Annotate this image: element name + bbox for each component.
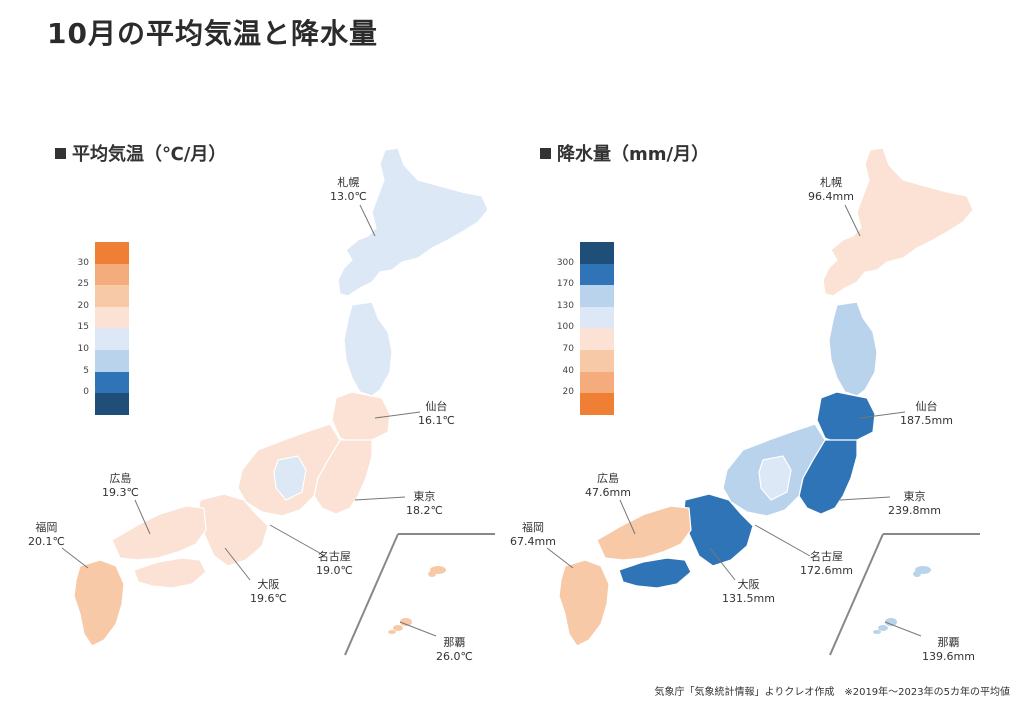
city-label-hiroshima: 広島 19.3℃: [102, 472, 139, 499]
legend-swatch: [580, 349, 614, 372]
legend-swatch: [580, 242, 614, 264]
region-okinawa: [393, 625, 403, 631]
legend-label: 20: [77, 300, 89, 311]
temperature-map: [73, 147, 489, 647]
legend-label: 30: [77, 257, 89, 268]
legend-swatch: [95, 349, 129, 372]
legend-label: 10: [77, 344, 89, 354]
region-chubu_mountain: [273, 455, 307, 501]
region-okinawa: [400, 618, 412, 626]
legend-swatch: [95, 242, 129, 264]
region-okinawa: [913, 571, 921, 577]
okinawa-inset-left: [344, 533, 495, 656]
region-hokkaido: [337, 147, 489, 297]
legend-swatch: [580, 393, 614, 415]
region-okinawa: [388, 630, 396, 634]
city-label-sapporo: 札幌 13.0℃: [330, 176, 367, 203]
legend-label: 100: [556, 322, 574, 333]
legend-swatch: [95, 371, 129, 394]
city-label-nagoya: 名古屋 172.6mm: [800, 550, 853, 577]
city-label-naha: 那覇 26.0℃: [436, 636, 473, 663]
legend-swatch: [580, 328, 614, 350]
legend-label: 0: [83, 387, 89, 398]
legend-label: 300: [556, 257, 574, 268]
city-label-fukuoka: 福岡 20.1℃: [28, 521, 65, 548]
city-label-osaka: 大阪 131.5mm: [722, 578, 775, 605]
precipitation-heading: 降水量（mm/月）: [540, 140, 709, 166]
region-okinawa: [428, 571, 436, 577]
legend-label: 20: [562, 387, 574, 398]
heading-square-icon: [55, 148, 66, 159]
source-note: 気象庁「気象統計情報」よりクレオ作成 ※2019年～2023年の5カ年の平均値: [654, 687, 1010, 698]
temperature-heading: 平均気温（℃/月）: [55, 140, 226, 166]
precipitation-legend: [580, 242, 614, 415]
legend-label: 40: [562, 365, 574, 376]
legend-swatch: [580, 306, 614, 329]
region-kyushu: [73, 559, 125, 647]
page-title: 10月の平均気温と降水量: [47, 17, 378, 50]
city-label-sendai: 仙台 16.1℃: [418, 400, 455, 427]
city-label-osaka: 大阪 19.6℃: [250, 578, 287, 605]
legend-swatch: [580, 371, 614, 394]
region-tohoku_south: [331, 391, 391, 445]
region-tohoku: [828, 301, 878, 397]
precipitation-map: [558, 147, 974, 647]
region-shikoku: [618, 557, 692, 589]
city-label-naha: 那覇 139.6mm: [922, 636, 975, 663]
okinawa-inset-right: [829, 533, 980, 656]
city-label-sendai: 仙台 187.5mm: [900, 400, 953, 427]
legend-label: 5: [83, 365, 89, 376]
legend-swatch: [580, 263, 614, 286]
city-label-nagoya: 名古屋 19.0℃: [316, 550, 353, 577]
legend-swatch: [95, 393, 129, 415]
region-tohoku: [343, 301, 393, 397]
region-okinawa: [885, 618, 897, 626]
temperature-legend: [95, 242, 129, 415]
region-tohoku_south: [816, 391, 876, 445]
region-chubu_mountain: [758, 455, 792, 501]
legend-label: 170: [556, 279, 574, 290]
legend-swatch: [95, 263, 129, 286]
leader-lines: [61, 204, 922, 637]
legend-swatch: [580, 285, 614, 307]
legend-label: 15: [77, 322, 89, 333]
legend-label: 25: [77, 279, 89, 290]
legend-swatch: [95, 328, 129, 350]
region-kinki: [197, 493, 269, 567]
legend-label: 70: [562, 344, 574, 354]
city-label-hiroshima: 広島 47.6mm: [585, 472, 631, 499]
legend-label: 130: [556, 300, 574, 311]
region-shikoku: [133, 557, 207, 589]
region-chugoku: [111, 505, 207, 561]
region-kinki: [682, 493, 754, 567]
legend-swatch: [95, 306, 129, 329]
region-hokkaido: [822, 147, 974, 297]
heading-square-icon: [540, 148, 551, 159]
city-label-tokyo: 東京 18.2℃: [406, 490, 443, 517]
city-label-tokyo: 東京 239.8mm: [888, 490, 941, 517]
region-okinawa: [878, 625, 888, 631]
region-kyushu: [558, 559, 610, 647]
city-label-fukuoka: 福岡 67.4mm: [510, 521, 556, 548]
region-chugoku: [596, 505, 692, 561]
city-label-sapporo: 札幌 96.4mm: [808, 176, 854, 203]
legend-swatch: [95, 285, 129, 307]
region-okinawa: [873, 630, 881, 634]
